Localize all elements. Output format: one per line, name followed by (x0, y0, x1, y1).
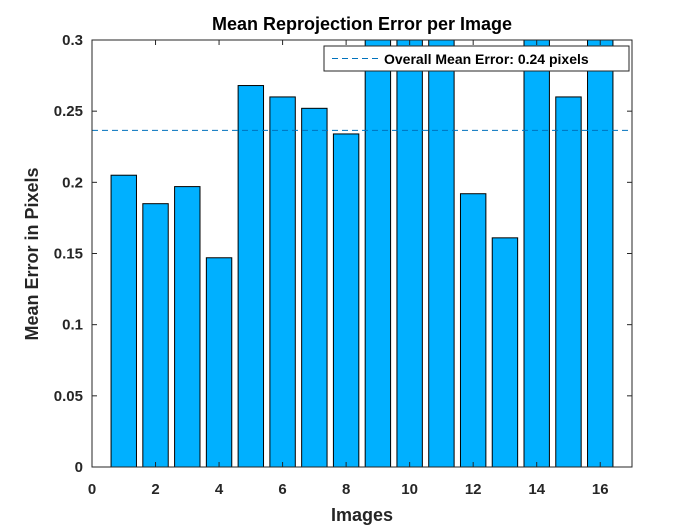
bar-image-10 (396, 39, 423, 468)
bar-image-16 (587, 39, 614, 468)
x-axis-ticks: 0 2 4 6 8 10 12 14 16 (88, 40, 609, 498)
x-tick-label: 12 (465, 481, 482, 498)
y-tick-label: 0.2 (62, 174, 83, 191)
bar-image-12 (459, 193, 487, 468)
bar-image-3 (174, 186, 201, 468)
chart-title: Mean Reprojection Error per Image (212, 14, 512, 34)
x-tick-label: 16 (592, 481, 609, 498)
bar-image-15 (555, 96, 582, 468)
y-axis-ticks: 0 0.05 0.1 0.15 0.2 0.25 0.3 (54, 32, 632, 476)
bar-image-8 (332, 133, 360, 468)
legend: Overall Mean Error: 0.24 pixels (323, 45, 630, 72)
y-tick-label: 0 (75, 459, 83, 476)
bar-image-5 (237, 85, 265, 468)
bar-image-14 (523, 39, 550, 468)
bar-image-9 (364, 39, 392, 468)
x-tick-label: 14 (528, 481, 545, 498)
y-tick-label: 0.15 (54, 246, 83, 263)
x-tick-label: 2 (151, 481, 159, 498)
y-tick-label: 0.25 (54, 103, 83, 120)
x-tick-label: 6 (278, 481, 286, 498)
plot-frame (91, 39, 633, 468)
x-tick-label: 10 (401, 481, 418, 498)
x-axis-label: Images (331, 505, 393, 525)
bar-image-6 (269, 96, 296, 468)
bar-image-11 (428, 39, 455, 468)
bar-image-2 (142, 203, 169, 468)
legend-entry: Overall Mean Error: 0.24 pixels (384, 51, 589, 67)
bar-image-13 (491, 237, 519, 468)
x-tick-label: 4 (215, 481, 224, 498)
bar-image-7 (301, 107, 328, 468)
y-tick-label: 0.05 (54, 388, 83, 405)
x-tick-label: 0 (88, 481, 96, 498)
bar-image-4 (205, 257, 233, 468)
bars-group (110, 39, 614, 468)
y-axis-label: Mean Error in Pixels (22, 167, 42, 340)
y-tick-label: 0.1 (62, 317, 83, 334)
x-tick-label: 8 (342, 481, 350, 498)
y-tick-label: 0.3 (62, 32, 83, 49)
bar-image-1 (110, 174, 137, 468)
